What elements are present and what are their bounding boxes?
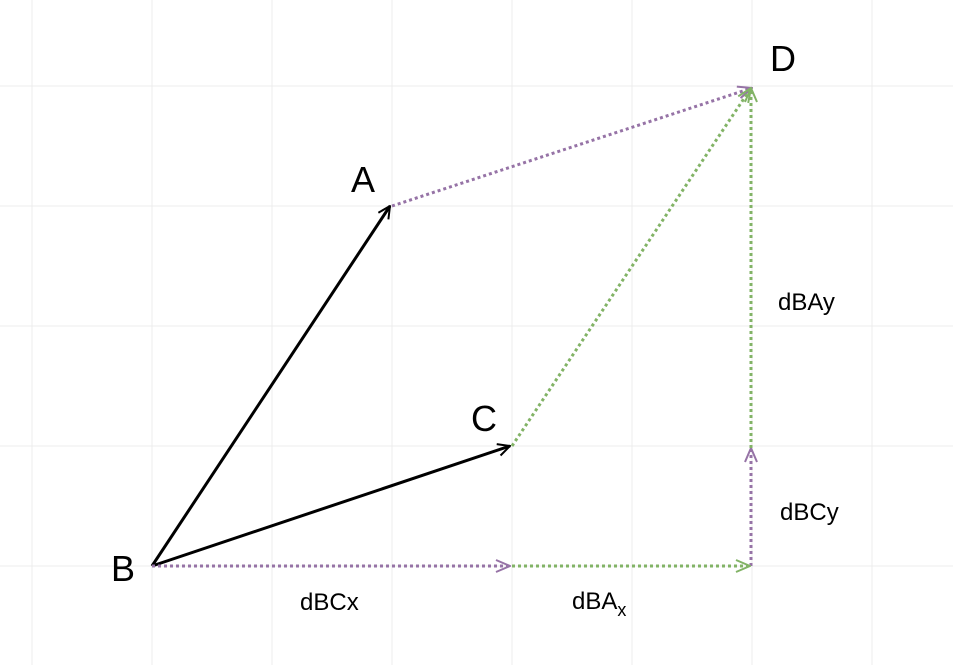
label-dbax-base: dBA xyxy=(572,588,617,615)
vector-a-to-d xyxy=(391,88,752,208)
label-dbcx: dBCx xyxy=(300,589,359,616)
label-dbax: dBAx xyxy=(572,588,626,620)
label-dbax-subscript: x xyxy=(617,600,626,620)
vector-b-to-a xyxy=(150,206,392,567)
label-dbcy: dBCy xyxy=(780,499,839,526)
label-dbay: dBAy xyxy=(778,289,835,316)
point-label-a: A xyxy=(351,159,375,200)
point-label-c: C xyxy=(471,398,497,439)
point-label-d: D xyxy=(770,38,796,79)
point-label-b: B xyxy=(111,548,135,589)
vector-b-to-c xyxy=(151,446,510,568)
